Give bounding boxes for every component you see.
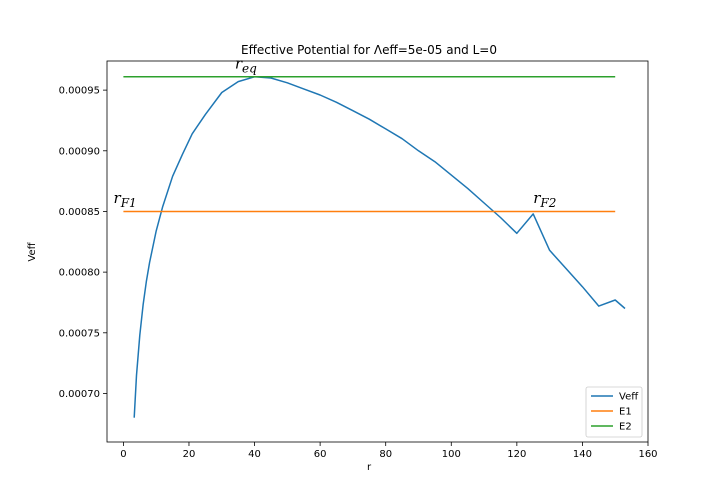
- y-tick-label: 0.00070: [59, 389, 100, 400]
- y-tick-label: 0.00080: [59, 268, 100, 279]
- x-tick-label: 120: [507, 449, 526, 460]
- series-line-veff: [133, 76, 626, 418]
- annotation-subscript: eq: [242, 61, 257, 75]
- legend-label-e2: E2: [619, 422, 632, 433]
- legend-box: [585, 386, 643, 438]
- y-tick-label: 0.00075: [59, 328, 100, 339]
- x-tick-label: 100: [442, 449, 461, 460]
- annotation-subscript: F2: [539, 196, 556, 210]
- x-tick-label: 20: [183, 449, 196, 460]
- annotation-base: r: [235, 54, 243, 72]
- plot-frame: [106, 60, 649, 443]
- y-tick-label: 0.00090: [59, 146, 100, 157]
- annotation-r-f1: rF1: [114, 189, 137, 210]
- annotation-base: r: [533, 189, 541, 207]
- x-tick-label: 0: [120, 449, 126, 460]
- annotation-subscript: F1: [120, 196, 137, 210]
- annotation-r-f2: rF2: [533, 189, 556, 210]
- legend-label-e1: E1: [619, 407, 632, 418]
- legend-label-veff: Veff: [619, 392, 639, 403]
- annotation-r-eq: req: [235, 54, 257, 75]
- x-tick-label: 40: [248, 449, 261, 460]
- chart-title: Effective Potential for Λeff=5e-05 and L…: [241, 43, 497, 57]
- annotation-base: r: [114, 189, 122, 207]
- x-tick-label: 140: [573, 449, 592, 460]
- x-tick-label: 160: [638, 449, 657, 460]
- x-tick-label: 60: [314, 449, 327, 460]
- y-tick-label: 0.00095: [59, 86, 100, 97]
- x-tick-label: 80: [379, 449, 392, 460]
- x-axis-label: r: [367, 462, 372, 473]
- plot-area: [107, 61, 648, 442]
- y-axis-label: Veff: [27, 241, 38, 261]
- legend: Veff E1 E2: [585, 386, 643, 438]
- y-tick-label: 0.00085: [59, 207, 100, 218]
